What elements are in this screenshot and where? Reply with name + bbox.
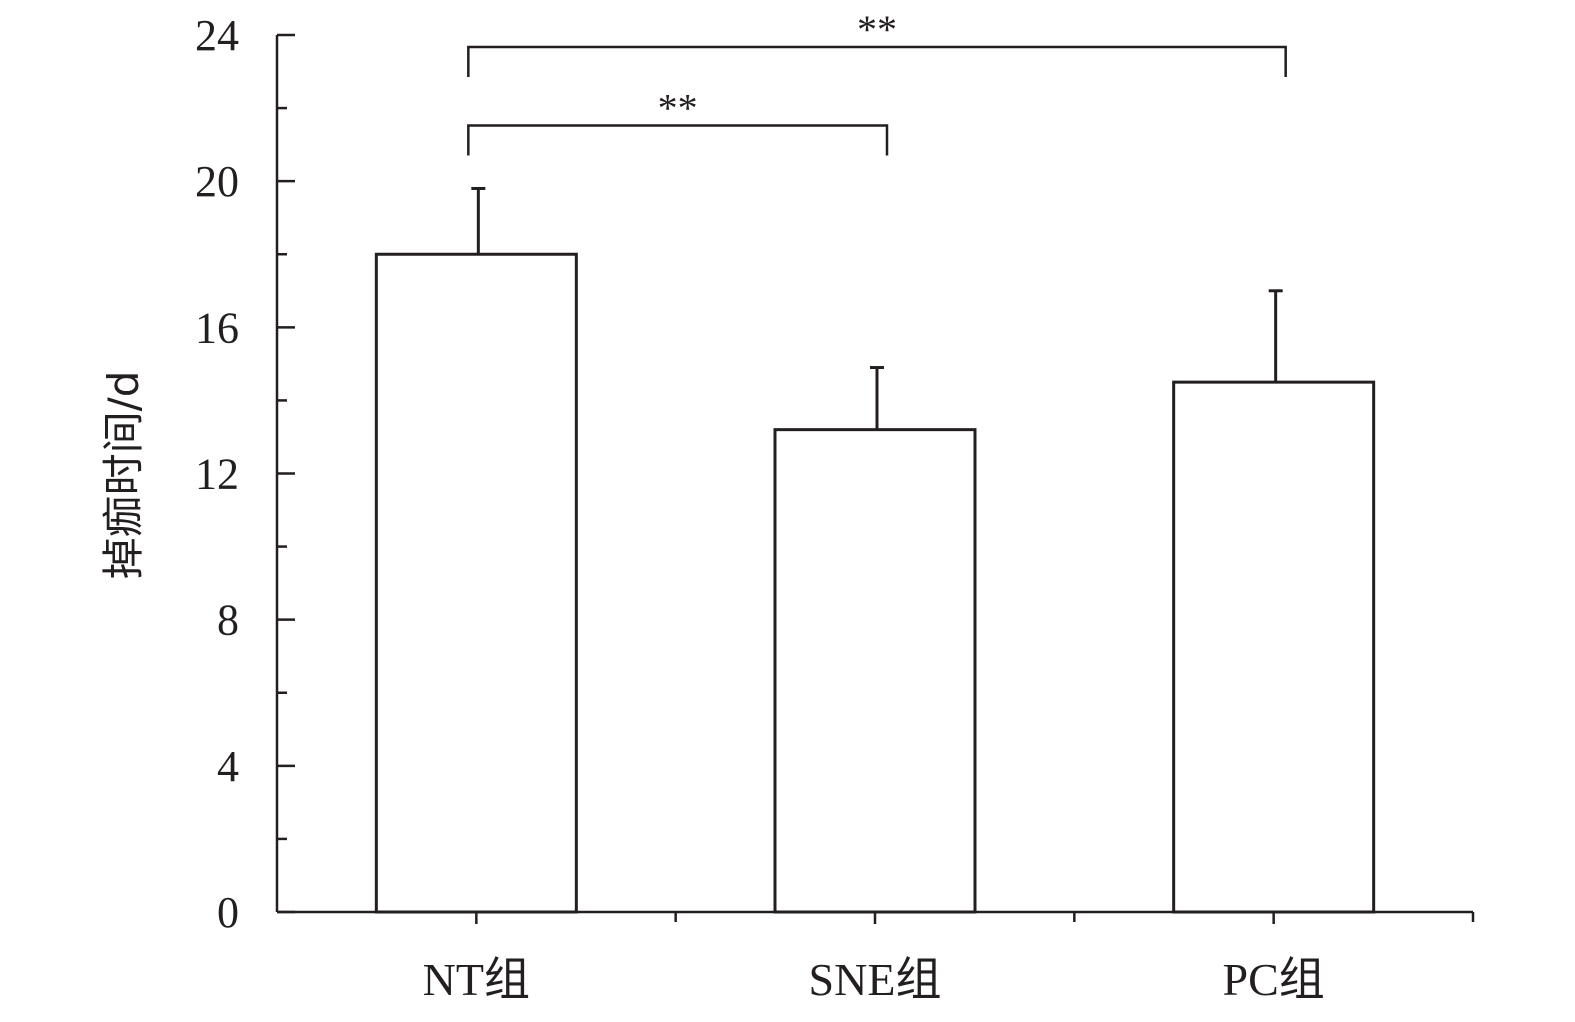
y-tick-label: 24 [195, 11, 239, 60]
error-bars [471, 186, 1283, 430]
significance-brackets: ** ** [467, 7, 1287, 156]
bar [1172, 380, 1376, 914]
significance-label: ** [857, 7, 897, 52]
y-tick-label: 20 [195, 157, 239, 206]
bars [374, 252, 1376, 914]
y-axis-label: 掉痂时间/d [99, 371, 148, 580]
y-tick-label: 4 [217, 742, 239, 791]
x-axis: NT组 SNE组 PC组 [277, 910, 1475, 1005]
significance-bracket [467, 124, 889, 156]
y-tick-label: 8 [217, 596, 239, 645]
bar [374, 252, 578, 914]
significance-bracket [467, 45, 1287, 77]
significance-label: ** [658, 85, 698, 130]
y-tick-label: 12 [195, 450, 239, 499]
y-tick-label: 0 [217, 888, 239, 937]
x-tick-label: SNE组 [809, 954, 942, 1005]
bar [773, 428, 977, 914]
y-tick-label: 16 [195, 303, 239, 352]
x-tick-label: NT组 [423, 954, 530, 1005]
y-axis: 0 4 8 12 16 20 24 [195, 11, 295, 937]
x-tick-label: PC组 [1223, 954, 1325, 1005]
